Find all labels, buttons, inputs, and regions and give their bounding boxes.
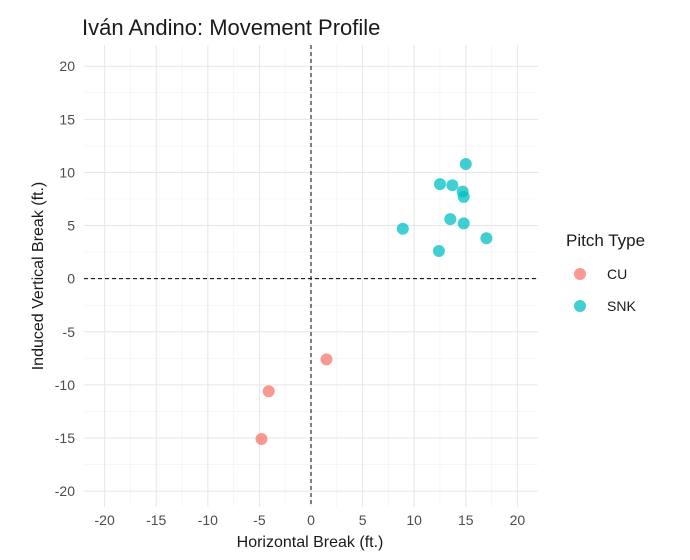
legend-items: CU SNK <box>574 266 636 314</box>
chart-title: Iván Andino: Movement Profile <box>82 15 380 40</box>
x-tick-label: 0 <box>307 512 315 528</box>
x-tick-label: -20 <box>95 512 115 528</box>
data-point-snk <box>446 179 459 192</box>
x-tick-label: -5 <box>253 512 266 528</box>
legend-key-cu <box>574 268 586 280</box>
x-axis-ticks: -20 -15 -10 -5 0 5 10 15 20 <box>95 512 526 528</box>
legend-title: Pitch Type <box>566 231 645 250</box>
y-axis-title: Induced Vertical Break (ft.) <box>30 182 47 371</box>
data-point-snk <box>459 157 472 170</box>
legend-label-snk: SNK <box>607 298 636 314</box>
y-tick-label: 0 <box>67 271 75 287</box>
data-point-cu <box>262 385 275 398</box>
y-tick-label: -15 <box>55 430 75 446</box>
legend-label-cu: CU <box>607 266 627 282</box>
y-tick-label: 10 <box>59 164 75 180</box>
x-tick-label: 5 <box>359 512 367 528</box>
y-tick-label: -10 <box>55 377 75 393</box>
data-point-snk <box>396 222 409 235</box>
reference-lines <box>84 45 538 507</box>
data-point-snk <box>432 245 445 258</box>
legend-key-snk <box>574 300 586 312</box>
y-tick-label: 15 <box>59 111 75 127</box>
data-point-cu <box>320 353 333 366</box>
data-point-snk <box>457 217 470 230</box>
x-tick-label: -10 <box>198 512 218 528</box>
y-tick-label: 20 <box>59 58 75 74</box>
x-tick-label: 20 <box>510 512 526 528</box>
x-tick-label: -15 <box>146 512 166 528</box>
y-tick-label: -20 <box>55 483 75 499</box>
data-point-cu <box>255 433 268 446</box>
data-point-snk <box>480 232 493 245</box>
x-tick-label: 15 <box>458 512 474 528</box>
x-tick-label: 10 <box>406 512 422 528</box>
data-point-snk <box>457 190 470 203</box>
y-tick-label: -5 <box>63 324 76 340</box>
data-point-snk <box>444 213 457 226</box>
y-axis-ticks: -20 -15 -10 -5 0 5 10 15 20 <box>55 58 75 499</box>
data-point-snk <box>433 178 446 191</box>
plot-panel <box>84 45 538 507</box>
data-points <box>255 157 493 446</box>
x-axis-title: Horizontal Break (ft.) <box>237 534 384 551</box>
y-tick-label: 5 <box>67 218 75 234</box>
legend: Pitch Type CU SNK <box>566 231 645 314</box>
